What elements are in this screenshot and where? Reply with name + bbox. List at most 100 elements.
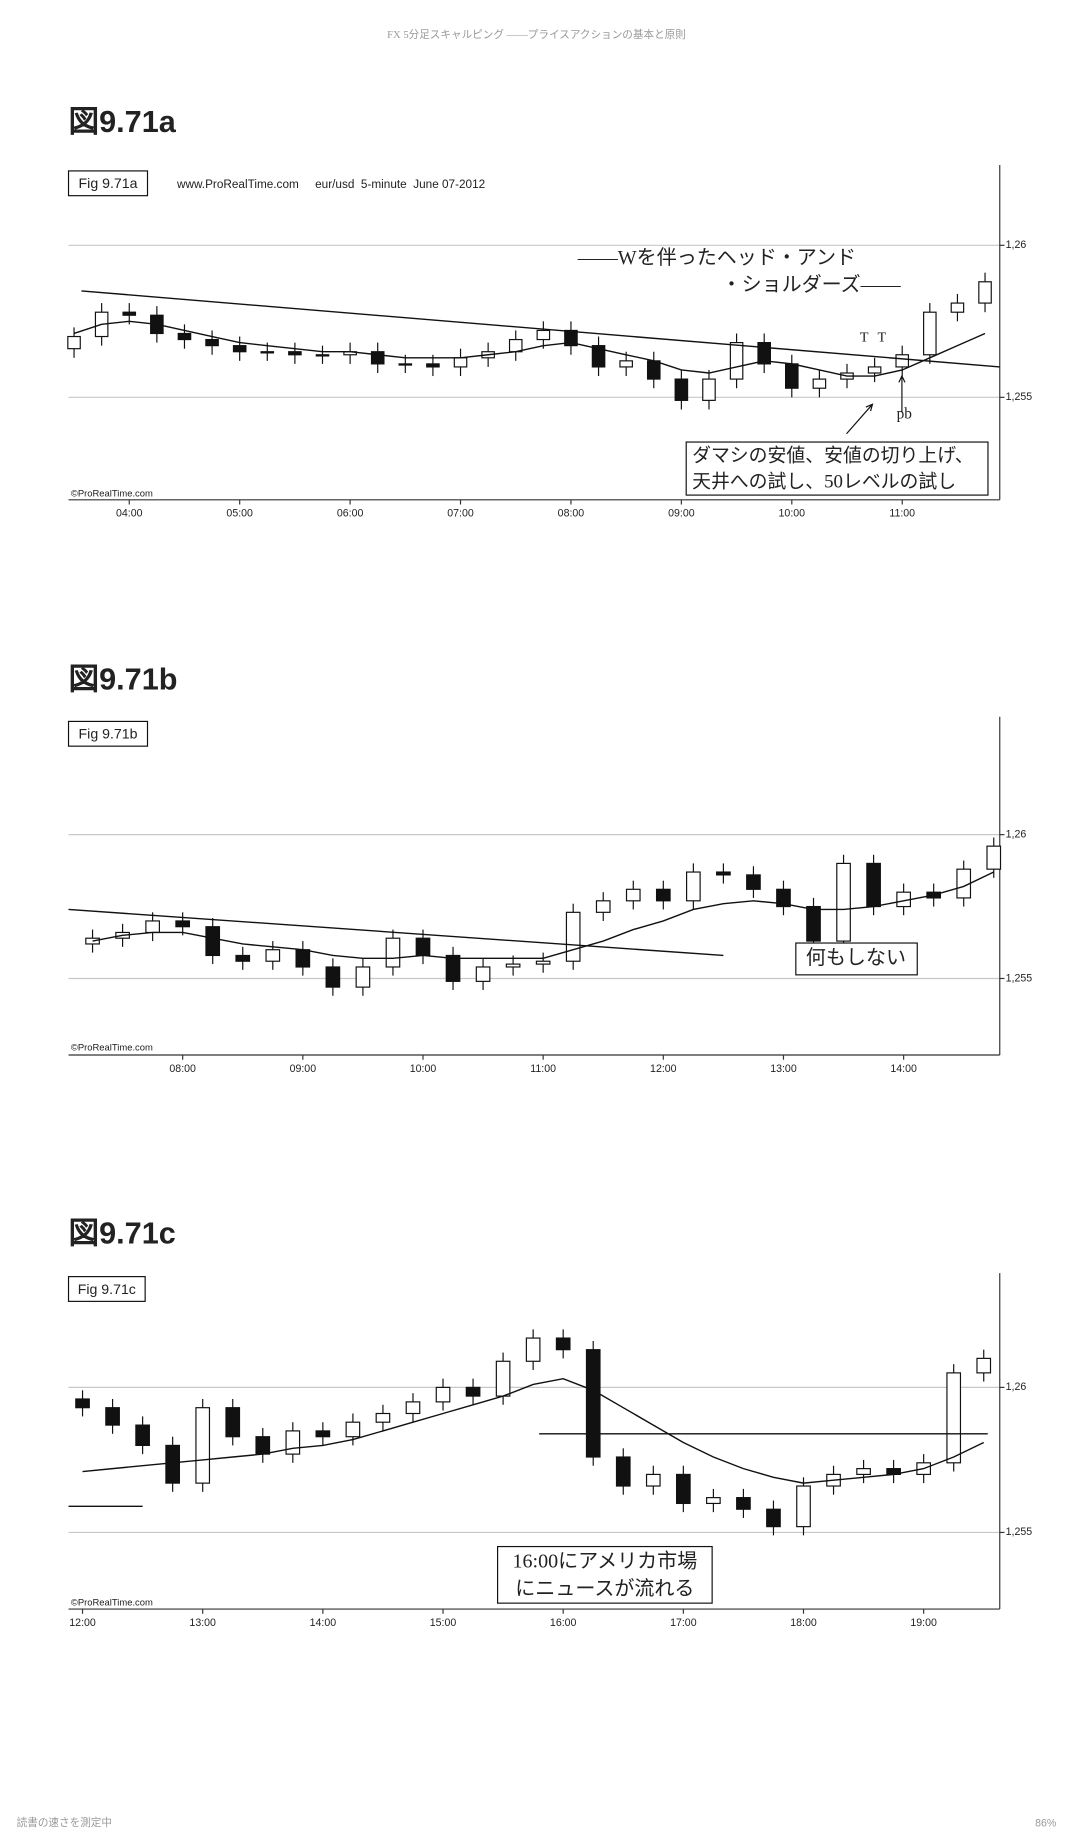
figure-heading: 図9.71c (69, 1216, 176, 1250)
annotation: pb (897, 405, 913, 422)
y-tick-label: 1,255 (1006, 1526, 1033, 1538)
annotation-arrow (846, 403, 873, 435)
candle-body (836, 862, 851, 942)
y-tick-label: 1,26 (1006, 828, 1027, 840)
x-tick-label: 11:00 (889, 508, 915, 520)
x-tick-label: 16:00 (550, 1617, 577, 1629)
x-tick-label: 04:00 (116, 508, 143, 520)
candle-body (674, 378, 689, 401)
x-tick-label: 12:00 (69, 1617, 96, 1629)
figure-label: Fig 9.71a (79, 175, 138, 191)
annotation: 16:00にアメリカ市場 (513, 1550, 698, 1573)
candle-body (232, 345, 247, 353)
x-tick-label: 09:00 (290, 1063, 317, 1075)
copyright: ©ProRealTime.com (71, 1041, 153, 1052)
candle-body (265, 949, 281, 962)
candle-body (702, 378, 716, 401)
candle-body (465, 1386, 481, 1397)
x-tick-label: 18:00 (790, 1617, 817, 1629)
candle-body (435, 1386, 451, 1403)
candle-body (867, 366, 882, 374)
candle-body (205, 926, 221, 957)
candle-body (619, 360, 633, 368)
candle-body (978, 281, 992, 304)
candle-body (288, 351, 302, 356)
candle-body (370, 351, 385, 365)
candle-body (856, 1468, 871, 1476)
candle-body (706, 1497, 721, 1505)
candle-body (796, 1485, 811, 1528)
candle-body (591, 345, 606, 368)
x-tick-label: 11:00 (530, 1063, 556, 1075)
candle-body (746, 874, 761, 890)
x-tick-label: 14:00 (890, 1063, 917, 1075)
candle-body (325, 966, 341, 988)
candle-body (205, 338, 219, 347)
figure-heading: 図9.71b (69, 662, 178, 696)
candle-body (255, 1436, 271, 1455)
copyright: ©ProRealTime.com (71, 487, 153, 498)
running-header: FX 5分足スキャルピング ――プライスアクションの基本と原則 (387, 28, 686, 41)
candle-body (976, 1357, 992, 1374)
candle-body (646, 360, 661, 380)
candle-body (260, 351, 275, 354)
candle-body (645, 1473, 661, 1487)
candle-body (505, 963, 521, 968)
copyright: ©ProRealTime.com (71, 1597, 153, 1608)
candle-body (686, 871, 701, 902)
candle-body (776, 888, 791, 908)
candle-body (736, 1497, 751, 1510)
y-tick-label: 1,26 (1006, 1381, 1027, 1393)
x-tick-label: 12:00 (650, 1063, 677, 1075)
candle-body (716, 871, 731, 876)
x-tick-label: 13:00 (189, 1617, 216, 1629)
candle-body (405, 1401, 421, 1415)
y-tick-label: 1,255 (1006, 972, 1033, 984)
moving-average (82, 1377, 985, 1484)
candle-body (122, 311, 137, 316)
candle-body (564, 329, 578, 347)
candle-body (175, 920, 191, 928)
candle-body (75, 1398, 90, 1409)
annotation-box (795, 942, 918, 976)
moving-average (92, 871, 995, 960)
x-tick-label: 07:00 (447, 508, 474, 520)
candle-body (398, 363, 413, 366)
figure-heading: 図9.71a (69, 105, 177, 139)
candle-body (453, 357, 468, 368)
candle-body (729, 342, 744, 380)
x-tick-label: 15:00 (430, 1617, 457, 1629)
candle-body (375, 1412, 391, 1423)
candle-body (315, 1430, 331, 1438)
candle-body (225, 1407, 241, 1438)
x-tick-label: 13:00 (770, 1063, 797, 1075)
figure-label-box (67, 720, 149, 747)
candle-body (655, 888, 671, 902)
moving-average (73, 320, 986, 377)
trend-line (81, 290, 1000, 368)
annotation: ・ショルダーズ―― (722, 273, 902, 296)
candle-body (195, 1407, 211, 1484)
y-tick-label: 1,255 (1006, 391, 1033, 403)
x-tick-label: 10:00 (410, 1063, 437, 1075)
figure-label-box (67, 170, 149, 197)
candle-body (535, 960, 551, 965)
candle-body (235, 954, 251, 962)
candle-body (177, 332, 192, 341)
candle-body (950, 302, 965, 313)
candle-body (475, 966, 491, 982)
annotation: T (878, 330, 887, 346)
annotation: にニュースが流れる (515, 1577, 694, 1600)
candle-body (923, 311, 937, 356)
candle-body (806, 905, 821, 942)
candle-body (585, 1349, 601, 1458)
candle-body (766, 1508, 781, 1528)
candle-body (625, 888, 641, 902)
candle-body (67, 335, 81, 350)
annotation: T (860, 330, 869, 346)
candle-body (615, 1456, 631, 1487)
annotation-box (497, 1545, 713, 1604)
annotation-box (685, 441, 989, 496)
